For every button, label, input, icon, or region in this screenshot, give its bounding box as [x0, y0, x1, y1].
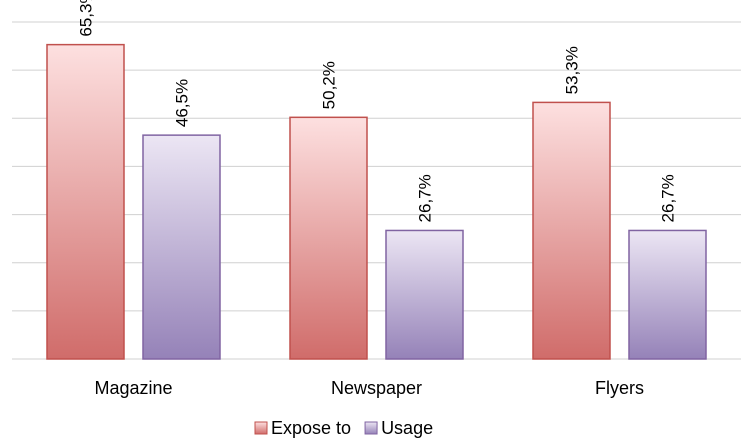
x-tick-label-flyers: Flyers	[595, 378, 644, 398]
bar-expose-to-flyers	[532, 101, 611, 360]
data-label: 50,2%	[320, 61, 339, 109]
bars	[46, 43, 707, 360]
x-tick-label-magazine: Magazine	[94, 378, 172, 398]
data-label: 46,5%	[173, 79, 192, 127]
data-label: 65,3%	[77, 0, 96, 37]
bar-usage-flyers	[628, 229, 707, 360]
gridlines	[12, 21, 741, 360]
legend-label-expose-to: Expose to	[271, 418, 351, 438]
x-axis-tick-labels: Magazine Newspaper Flyers	[94, 378, 644, 398]
legend-label-usage: Usage	[381, 418, 433, 438]
bar-expose-to-magazine	[46, 43, 125, 360]
data-label: 26,7%	[659, 174, 678, 222]
legend-swatch-expose-to	[254, 421, 268, 435]
bar-usage-newspaper	[385, 229, 464, 360]
bar-usage-magazine	[142, 134, 221, 360]
data-label: 53,3%	[563, 46, 582, 94]
x-tick-label-newspaper: Newspaper	[331, 378, 422, 398]
legend-swatch-usage	[364, 421, 378, 435]
data-labels: 65,3% 46,5% 50,2% 26,7% 53,3% 26,7%	[77, 0, 678, 222]
legend: Expose to Usage	[254, 418, 433, 438]
data-label: 26,7%	[416, 174, 435, 222]
bar-expose-to-newspaper	[289, 116, 368, 360]
